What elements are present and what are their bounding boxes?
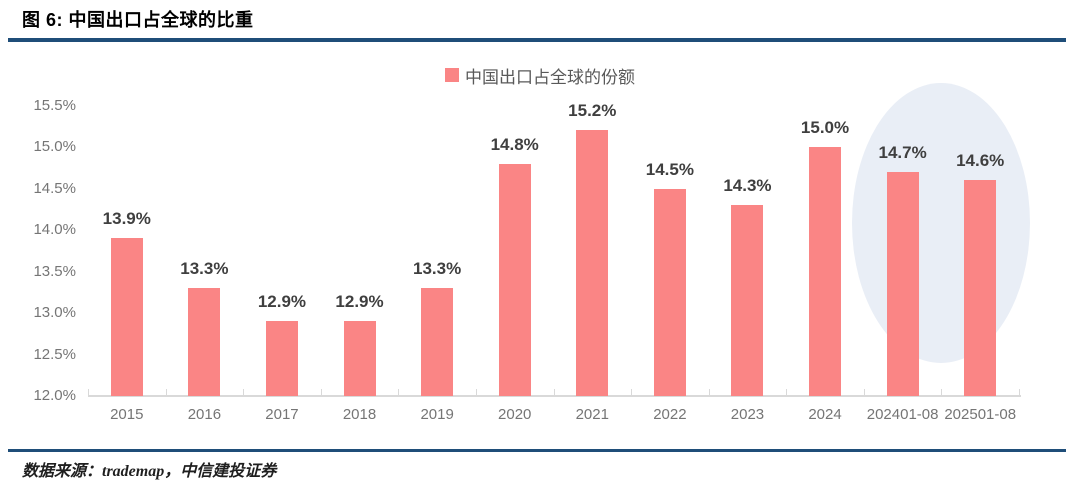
y-tick-label: 14.0%	[33, 221, 76, 238]
x-tick-label: 2024	[808, 406, 842, 423]
x-tick-label: 2015	[110, 406, 144, 423]
x-axis-tick	[320, 389, 322, 396]
x-axis-tick	[941, 389, 943, 396]
bottom-divider-rule	[8, 449, 1066, 452]
x-tick-label: 2023	[730, 406, 765, 423]
bar-value-label: 15.0%	[800, 118, 850, 137]
x-axis-tick	[475, 389, 477, 396]
x-axis-tick	[398, 389, 400, 396]
x-axis-tick	[243, 389, 245, 396]
x-axis-line	[88, 395, 1021, 397]
y-tick-label: 12.0%	[33, 387, 76, 404]
x-axis-tick	[708, 389, 710, 396]
bar	[964, 180, 997, 396]
data-source-note: 数据来源：trademap，中信建投证券	[22, 463, 277, 480]
y-tick-label: 15.0%	[33, 138, 76, 155]
y-tick-label: 12.5%	[33, 345, 76, 363]
bar	[110, 238, 143, 396]
bar	[731, 205, 764, 396]
figure-title: 图 6: 中国出口占全球的比重	[22, 10, 254, 30]
bar	[576, 130, 609, 396]
x-tick-label: 2019	[420, 406, 454, 423]
bar	[809, 147, 842, 396]
bar-value-label: 13.3%	[180, 259, 229, 279]
bar-value-label: 14.6%	[956, 151, 1005, 171]
chart-legend: 中国出口占全球的份额	[0, 63, 1080, 87]
y-tick-label: 14.5%	[33, 179, 76, 197]
bar	[188, 288, 221, 396]
bar-value-label: 14.7%	[878, 142, 927, 162]
x-axis-tick	[553, 389, 555, 396]
bar-value-label: 13.9%	[102, 209, 151, 229]
bar-value-label: 14.5%	[645, 159, 694, 179]
bar-value-label: 14.3%	[723, 176, 772, 196]
bar	[343, 321, 376, 396]
x-axis-tick	[863, 389, 865, 396]
bar	[886, 171, 919, 396]
x-tick-label: 2022	[653, 406, 687, 423]
bar-value-label: 15.2%	[568, 101, 617, 121]
y-tick-label: 15.5%	[33, 96, 76, 114]
bar	[421, 288, 454, 396]
x-axis-tick	[165, 389, 167, 396]
x-axis-tick	[631, 389, 633, 396]
x-tick-label: 2016	[187, 406, 222, 423]
highlight-ellipse	[852, 83, 1031, 363]
y-tick-label: 13.0%	[33, 304, 76, 321]
x-axis-tick	[88, 389, 89, 396]
x-tick-label: 2018	[342, 406, 377, 423]
bar-value-label: 13.3%	[413, 259, 462, 279]
legend-swatch-icon	[445, 68, 459, 82]
top-divider-rule	[8, 38, 1066, 42]
x-tick-label: 2017	[265, 406, 299, 423]
bar	[498, 163, 531, 396]
x-tick-label: 202401-08	[866, 406, 939, 423]
x-axis-tick	[1019, 389, 1020, 396]
x-tick-label: 2021	[575, 406, 609, 423]
x-tick-label: 202501-08	[944, 406, 1017, 423]
bar-value-label: 12.9%	[335, 292, 384, 312]
y-tick-label: 13.5%	[33, 262, 76, 280]
x-axis-tick	[786, 389, 788, 396]
legend-label: 中国出口占全球的份额	[465, 67, 635, 87]
bar	[653, 188, 686, 396]
bar-value-label: 14.8%	[490, 134, 539, 154]
bar-value-label: 12.9%	[257, 292, 307, 312]
x-tick-label: 2020	[498, 406, 532, 423]
bar	[265, 321, 298, 396]
